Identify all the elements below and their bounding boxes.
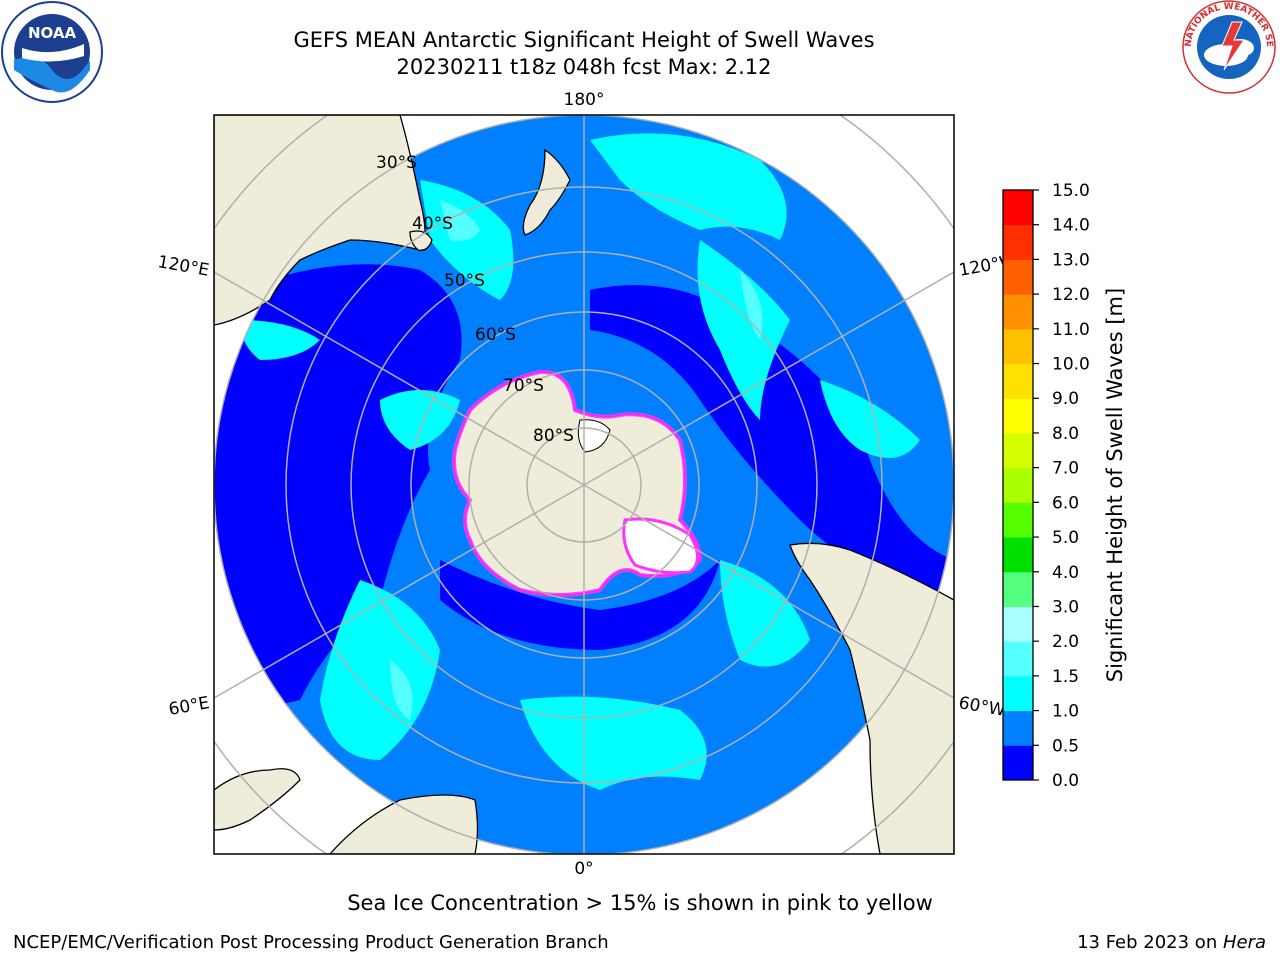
lat-label-40s: 40°S (412, 214, 453, 234)
colorbar-tick-label: 6.0 (1052, 493, 1079, 513)
colorbar-tick-label: 12.0 (1052, 285, 1090, 305)
colorbar-bin (1003, 641, 1033, 677)
colorbar-bin (1003, 432, 1033, 469)
map-area: 30°S 40°S 50°S 60°S 70°S 80°S (214, 115, 954, 854)
colorbar-tick-label: 1.0 (1052, 702, 1079, 722)
colorbar-bin (1003, 259, 1033, 295)
colorbar-bin (1003, 398, 1033, 434)
colorbar-label: Significant Height of Swell Waves [m] (1103, 288, 1127, 682)
lon-label-lower-left: 60°E (167, 693, 211, 720)
colorbar-tick-label: 4.0 (1052, 563, 1079, 583)
lon-label-top: 180° (564, 90, 605, 110)
colorbar-bin (1003, 745, 1033, 781)
colorbar-bin (1003, 537, 1033, 573)
lon-label-upper-left: 120°E (156, 252, 210, 281)
colorbar-frame (1002, 189, 1034, 781)
colorbar-tick-label: 1.5 (1052, 667, 1079, 687)
colorbar-bin (1003, 675, 1033, 712)
nws-logo-icon: NATIONAL WEATHER SERVICE (0, 0, 1276, 94)
lat-label-30s: 30°S (376, 153, 417, 173)
colorbar-tick-label: 0.0 (1052, 771, 1079, 791)
lat-label-70s: 70°S (503, 376, 544, 396)
colorbar-tick-label: 0.5 (1052, 736, 1079, 756)
colorbar-bin (1003, 328, 1033, 365)
colorbar-tick-label: 13.0 (1052, 250, 1090, 270)
colorbar-tick-label: 2.0 (1052, 632, 1079, 652)
chart-title: GEFS MEAN Antarctic Significant Height o… (293, 28, 875, 52)
colorbar-bin (1003, 363, 1033, 399)
colorbar-tick-label: 14.0 (1052, 216, 1090, 236)
footer-date-text: 13 Feb 2023 on (1077, 932, 1223, 953)
colorbar-bin (1003, 294, 1033, 330)
colorbar-tick-label: 10.0 (1052, 355, 1090, 375)
colorbar-tick-label: 11.0 (1052, 320, 1090, 340)
sea-ice-note: Sea Ice Concentration > 15% is shown in … (347, 891, 933, 915)
colorbar-tick-label: 9.0 (1052, 389, 1079, 409)
chart-subtitle: 20230211 t18z 048h fcst Max: 2.12 (396, 55, 772, 79)
nws-logo-text: NATIONAL WEATHER SERVICE (0, 0, 1274, 47)
colorbar: 15.0 14.0 13.0 12.0 11.0 10.0 9.0 8.0 7.0 6.0 5.0 4… (1002, 181, 1090, 791)
colorbar-tick-label: 5.0 (1052, 528, 1079, 548)
colorbar-tick-label: 8.0 (1052, 424, 1079, 444)
colorbar-bin (1003, 606, 1033, 642)
colorbar-bin (1003, 502, 1033, 538)
colorbar-bin (1003, 571, 1033, 607)
noaa-logo-icon: NOAA (1, 1, 103, 103)
lat-label-60s: 60°S (475, 325, 516, 345)
lat-label-50s: 50°S (444, 271, 485, 291)
footer-host: Hera (1222, 932, 1266, 953)
noaa-logo-text: NOAA (28, 24, 77, 42)
graticule (214, 115, 954, 854)
colorbar-tick-label: 7.0 (1052, 459, 1079, 479)
colorbar-bin (1003, 467, 1033, 503)
colorbar-bin (1003, 224, 1033, 260)
lon-label-lower-right: 60°W (957, 693, 1007, 721)
colorbar-bin (1003, 710, 1033, 746)
footer-date: 13 Feb 2023 on Hera (1077, 932, 1266, 953)
colorbar-tick-label: 3.0 (1052, 597, 1079, 617)
map-frame (213, 114, 955, 855)
lon-label-bottom: 0° (574, 859, 593, 879)
svg-text:NATIONAL WEATHER SERVICE: NATIONAL WEATHER SERVICE (0, 0, 1274, 47)
colorbar-tick-label: 15.0 (1052, 181, 1090, 201)
footer-credit: NCEP/EMC/Verification Post Processing Pr… (13, 932, 609, 953)
lat-label-80s: 80°S (533, 426, 574, 446)
colorbar-bin (1003, 190, 1033, 226)
